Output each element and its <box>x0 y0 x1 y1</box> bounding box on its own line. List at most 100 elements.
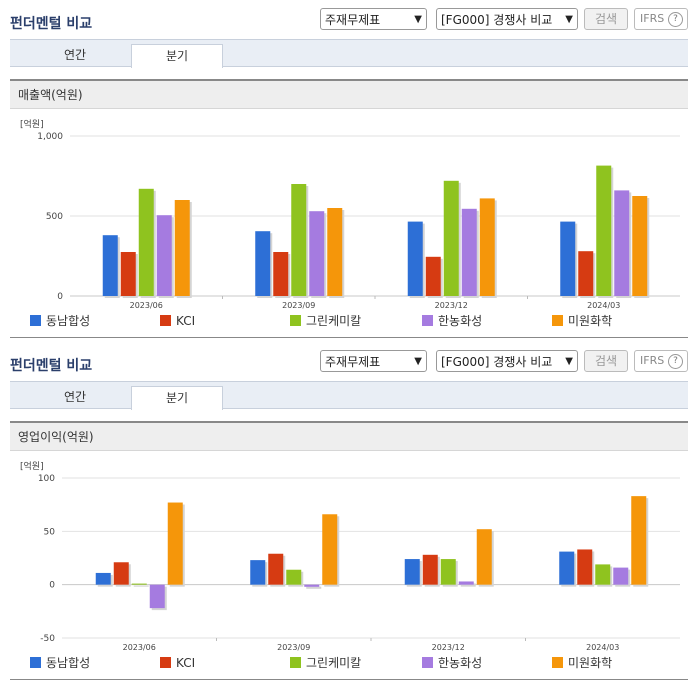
help-icon[interactable]: ? <box>668 354 683 369</box>
tab-annual[interactable]: 연간 <box>63 48 87 62</box>
bar[interactable] <box>595 564 611 585</box>
chevron-down-icon: ▼ <box>414 356 422 367</box>
legend-item[interactable]: KCI <box>160 655 195 671</box>
legend-label: 한농화성 <box>438 314 483 328</box>
legend-item[interactable]: 동남합성 <box>30 655 90 671</box>
bar[interactable] <box>304 584 320 587</box>
tab-quarterly[interactable]: 분기 <box>131 386 223 410</box>
bar[interactable] <box>149 584 165 609</box>
legend-item[interactable]: 한농화성 <box>422 655 482 671</box>
legend-label: 그린케미칼 <box>306 656 362 670</box>
bar[interactable] <box>255 231 271 296</box>
bar[interactable] <box>443 180 459 296</box>
bar[interactable] <box>407 221 423 296</box>
bar[interactable] <box>250 560 266 585</box>
statement-select-value: 주재무제표 <box>325 13 381 27</box>
divider <box>10 679 688 680</box>
legend-swatch <box>290 657 301 668</box>
bar[interactable] <box>102 235 118 296</box>
bar-shadow <box>133 585 149 587</box>
y-tick-label: 0 <box>49 581 55 591</box>
revenue-bar-chart: 0 500 1,000 2023/06 2023/09 2023/12 2024/03 <box>37 132 680 310</box>
bar[interactable] <box>613 567 629 585</box>
tab-quarterly[interactable]: 분기 <box>131 44 223 68</box>
bar[interactable] <box>327 208 343 296</box>
x-tick-label: 2023/06 <box>123 643 156 652</box>
x-tick-label: 2023/12 <box>432 643 465 652</box>
bar[interactable] <box>174 200 190 296</box>
divider <box>10 337 688 338</box>
panel-title: 펀더멘털 비교 <box>10 16 93 32</box>
bar[interactable] <box>113 562 129 585</box>
peer-select-value: [FG000] 경쟁사 비교 <box>441 355 553 369</box>
legend-item[interactable]: 미원화학 <box>552 655 612 671</box>
legend-item[interactable]: KCI <box>160 313 195 329</box>
bar[interactable] <box>461 208 477 296</box>
bar[interactable] <box>404 559 420 585</box>
bar[interactable] <box>138 188 154 296</box>
legend-item[interactable]: 동남합성 <box>30 313 90 329</box>
bar[interactable] <box>156 215 172 296</box>
bar[interactable] <box>425 256 441 296</box>
bar[interactable] <box>95 572 111 585</box>
ifrs-button[interactable]: IFRS ? <box>634 8 688 30</box>
bar[interactable] <box>322 514 338 585</box>
bar[interactable] <box>596 165 612 296</box>
operating-profit-bar-chart: -50 0 50 100 2023/06 2023/09 2023/12 2024/03 <box>38 474 680 652</box>
bar[interactable] <box>559 551 575 585</box>
chevron-down-icon: ▼ <box>565 14 573 25</box>
y-tick-label: 1,000 <box>37 132 63 142</box>
period-tabs: 연간 분기 <box>10 381 688 410</box>
ifrs-label: IFRS <box>640 354 665 367</box>
legend-item[interactable]: 한농화성 <box>422 313 482 329</box>
tab-annual[interactable]: 연간 <box>63 390 87 404</box>
fundamental-panel-revenue: 펀더멘털 비교 주재무제표 ▼ [FG000] 경쟁사 비교 ▼ 검색 IFRS… <box>10 8 688 338</box>
statement-select[interactable]: 주재무제표 ▼ <box>320 8 427 30</box>
x-tick-label: 2024/03 <box>587 301 620 310</box>
bar[interactable] <box>476 529 492 585</box>
x-tick-label: 2023/12 <box>435 301 468 310</box>
legend-item[interactable]: 미원화학 <box>552 313 612 329</box>
search-button[interactable]: 검색 <box>584 350 628 372</box>
legend-swatch <box>30 315 41 326</box>
bar[interactable] <box>578 251 594 296</box>
peer-select-value: [FG000] 경쟁사 비교 <box>441 13 553 27</box>
bar[interactable] <box>440 559 456 585</box>
bar[interactable] <box>167 502 183 585</box>
legend-label: KCI <box>176 656 196 670</box>
chart-legend: 동남합성 KCI 그린케미칼 한농화성 미원화학 <box>30 313 670 329</box>
bar[interactable] <box>268 553 284 585</box>
legend-swatch <box>552 315 563 326</box>
y-tick-label: -50 <box>40 634 55 644</box>
period-tabs: 연간 분기 <box>10 39 688 68</box>
legend-label: KCI <box>176 314 196 328</box>
bar[interactable] <box>286 569 302 585</box>
bar[interactable] <box>577 549 593 585</box>
bar[interactable] <box>273 252 289 296</box>
unit-label: [억원] <box>20 462 44 472</box>
legend-label: 미원화학 <box>568 656 613 670</box>
legend-label: 미원화학 <box>568 314 613 328</box>
legend-swatch <box>160 657 171 668</box>
bar[interactable] <box>614 190 630 296</box>
legend-item[interactable]: 그린케미칼 <box>290 655 361 671</box>
bar[interactable] <box>560 221 576 296</box>
bar[interactable] <box>131 583 147 585</box>
help-icon[interactable]: ? <box>668 12 683 27</box>
legend-label: 그린케미칼 <box>306 314 362 328</box>
bar[interactable] <box>309 211 325 296</box>
legend-item[interactable]: 그린케미칼 <box>290 313 361 329</box>
bar[interactable] <box>422 554 438 585</box>
statement-select[interactable]: 주재무제표 ▼ <box>320 350 427 372</box>
bar[interactable] <box>120 252 136 296</box>
bar[interactable] <box>291 184 307 296</box>
search-button[interactable]: 검색 <box>584 8 628 30</box>
ifrs-button[interactable]: IFRS ? <box>634 350 688 372</box>
peer-select[interactable]: [FG000] 경쟁사 비교 ▼ <box>436 8 578 30</box>
bar[interactable] <box>458 581 474 585</box>
bar[interactable] <box>479 198 495 296</box>
bar[interactable] <box>631 496 647 585</box>
peer-select[interactable]: [FG000] 경쟁사 비교 ▼ <box>436 350 578 372</box>
x-tick-label: 2023/09 <box>282 301 315 310</box>
bar[interactable] <box>632 196 648 296</box>
